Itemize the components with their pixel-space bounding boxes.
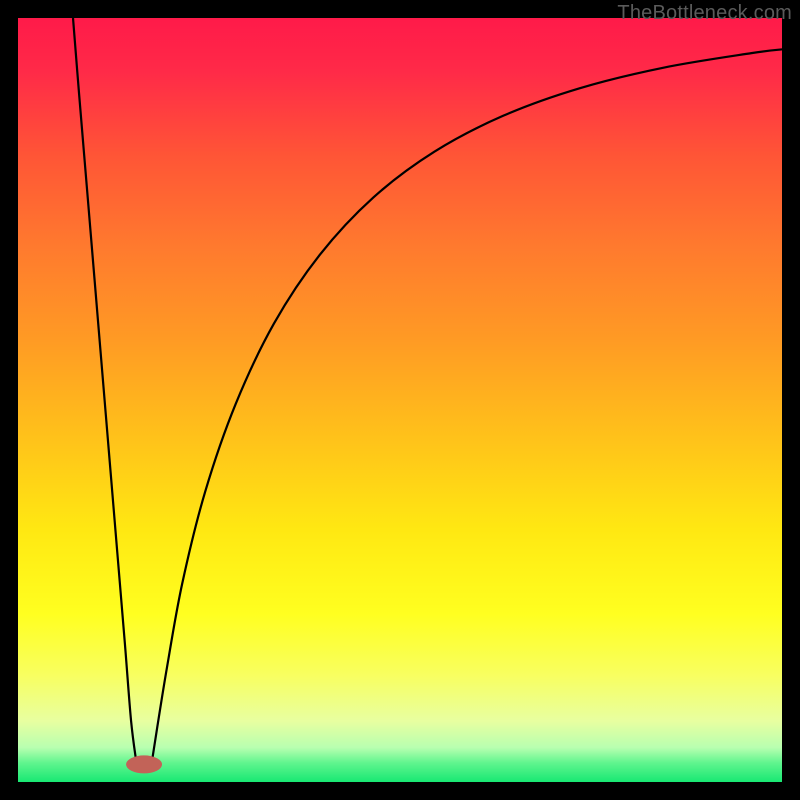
bottleneck-chart-svg — [0, 0, 800, 800]
optimal-marker — [126, 755, 162, 773]
bottleneck-chart-container: TheBottleneck.com — [0, 0, 800, 800]
chart-background-gradient — [18, 18, 782, 782]
watermark-text: TheBottleneck.com — [617, 2, 792, 25]
